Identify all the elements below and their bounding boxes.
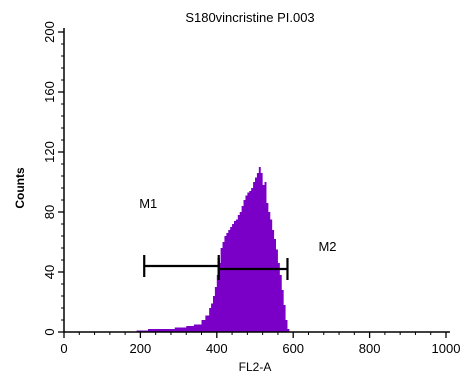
y-tick-label: 0 — [42, 328, 57, 335]
y-tick-label: 160 — [42, 81, 57, 103]
x-tick-label: 600 — [282, 341, 304, 356]
y-tick-label: 200 — [42, 21, 57, 43]
marker-gates: M1 M2 — [139, 196, 337, 280]
gate-label: M1 — [139, 196, 157, 211]
x-tick-label: 200 — [130, 341, 152, 356]
y-axis-ticks: 0 40 80 120 160 200 — [42, 21, 64, 336]
x-axis-label: FL2-A — [239, 360, 272, 374]
x-axis-ticks: 0 200 400 600 800 1000 — [60, 332, 460, 356]
gate-label: M2 — [318, 239, 336, 254]
y-axis-label: Counts — [13, 167, 27, 209]
gate-m1: M1 — [139, 196, 220, 277]
gate-m2: M2 — [217, 239, 337, 280]
chart-title: S180vincristine PI.003 — [185, 10, 314, 25]
x-tick-label: 0 — [60, 341, 67, 356]
y-tick-label: 80 — [42, 205, 57, 219]
x-tick-label: 1000 — [432, 341, 461, 356]
histogram-area — [136, 167, 291, 332]
x-tick-label: 800 — [359, 341, 381, 356]
x-tick-label: 400 — [206, 341, 228, 356]
y-tick-label: 40 — [42, 265, 57, 279]
y-tick-label: 120 — [42, 141, 57, 163]
